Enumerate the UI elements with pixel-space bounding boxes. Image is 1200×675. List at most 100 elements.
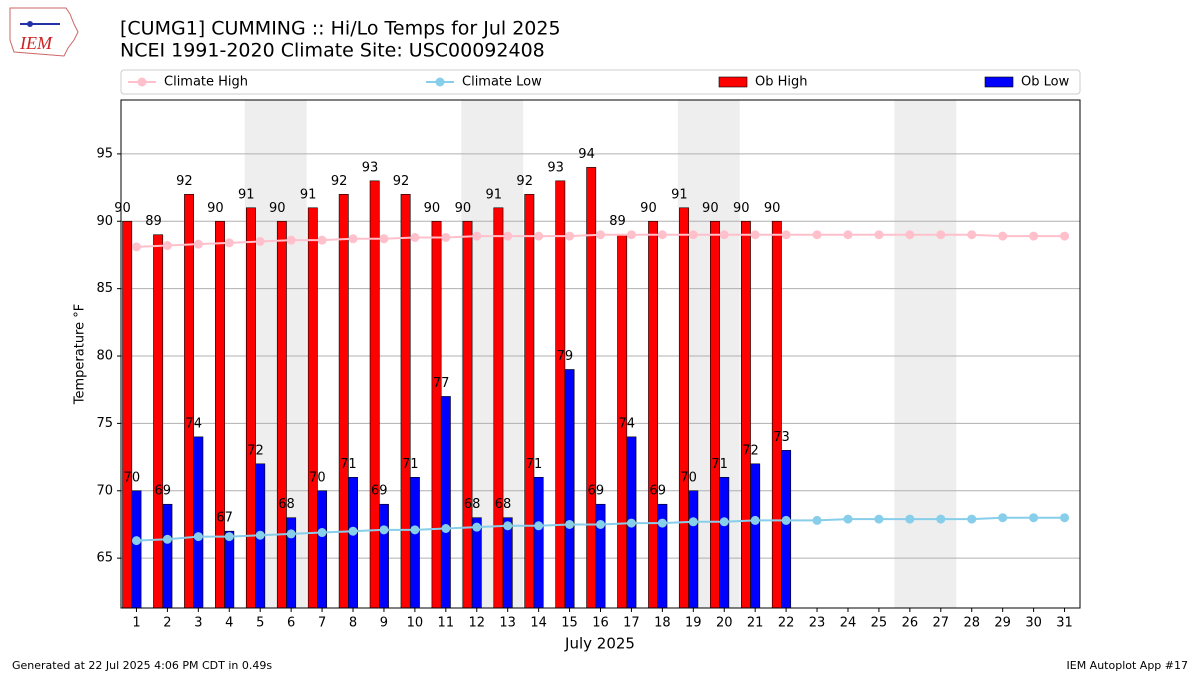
legend-label: Climate Low <box>462 75 542 90</box>
x-tick-label: 21 <box>747 616 764 631</box>
line-marker <box>998 513 1008 523</box>
value-label: 89 <box>145 214 162 229</box>
y-tick-label: 80 <box>96 349 113 364</box>
value-label: 90 <box>455 201 472 216</box>
x-tick-label: 7 <box>318 616 326 631</box>
line-marker <box>967 514 977 524</box>
x-tick-label: 18 <box>654 616 671 631</box>
bar <box>245 207 256 609</box>
y-tick-label: 95 <box>96 146 113 161</box>
x-tick-label: 30 <box>1025 616 1042 631</box>
bar <box>524 194 535 609</box>
logo-dot <box>27 21 33 27</box>
line-marker <box>781 230 791 240</box>
line-marker <box>379 525 389 535</box>
line-marker <box>843 514 853 524</box>
line-marker <box>998 231 1008 241</box>
x-tick-label: 3 <box>194 616 202 631</box>
x-tick-label: 23 <box>809 616 826 631</box>
x-tick-label: 26 <box>902 616 919 631</box>
value-label: 68 <box>495 497 512 512</box>
bar <box>555 180 566 609</box>
line-marker <box>410 525 420 535</box>
y-tick-label: 90 <box>96 214 113 229</box>
value-label: 71 <box>526 457 543 472</box>
value-label: 92 <box>176 174 193 189</box>
value-label: 70 <box>309 470 326 485</box>
x-tick-label: 6 <box>287 616 295 631</box>
value-label: 90 <box>702 201 719 216</box>
bar <box>193 436 204 609</box>
value-label: 91 <box>485 187 502 202</box>
value-label: 94 <box>578 147 595 162</box>
value-label: 92 <box>516 174 533 189</box>
bar <box>400 194 411 609</box>
line-marker <box>503 521 513 531</box>
line-marker <box>688 517 698 527</box>
bar <box>719 476 730 609</box>
x-tick-label: 12 <box>468 616 485 631</box>
x-tick-label: 28 <box>963 616 980 631</box>
line-marker <box>131 536 141 546</box>
x-axis-label: July 2025 <box>564 635 635 653</box>
x-tick-label: 29 <box>994 616 1011 631</box>
legend-swatch <box>984 76 1014 88</box>
x-tick-label: 14 <box>530 616 547 631</box>
line-marker <box>719 230 729 240</box>
line-marker <box>162 241 172 251</box>
line-marker <box>1060 231 1070 241</box>
bar <box>595 503 606 609</box>
line-marker <box>626 230 636 240</box>
line-marker <box>596 230 605 240</box>
legend-label: Climate High <box>164 75 248 90</box>
value-label: 90 <box>269 201 286 216</box>
value-label: 69 <box>588 484 605 499</box>
x-tick-label: 25 <box>871 616 888 631</box>
value-label: 90 <box>424 201 441 216</box>
line-marker <box>781 515 791 525</box>
line-marker <box>503 231 513 241</box>
legend-swatch <box>718 76 748 88</box>
line-marker <box>657 518 667 528</box>
value-label: 67 <box>216 511 233 526</box>
bar <box>409 476 420 609</box>
line-marker <box>286 529 296 539</box>
line-marker <box>596 519 605 529</box>
x-tick-label: 22 <box>778 616 795 631</box>
line-marker <box>255 236 265 246</box>
line-marker <box>162 534 172 544</box>
bar <box>564 369 575 609</box>
line-marker <box>626 518 636 528</box>
line-marker <box>348 526 358 536</box>
value-label: 74 <box>619 416 636 431</box>
y-tick-label: 70 <box>96 483 113 498</box>
x-tick-label: 4 <box>225 616 233 631</box>
chart-subtitle: NCEI 1991-2020 Climate Site: USC00092408 <box>120 40 545 62</box>
line-marker <box>936 514 946 524</box>
x-tick-label: 17 <box>623 616 640 631</box>
line-marker <box>936 230 946 240</box>
x-tick-label: 15 <box>561 616 578 631</box>
line-marker <box>472 522 482 532</box>
value-label: 74 <box>185 416 202 431</box>
x-tick-label: 31 <box>1056 616 1073 631</box>
x-tick-label: 20 <box>716 616 733 631</box>
y-tick-label: 85 <box>96 281 113 296</box>
line-marker <box>905 514 915 524</box>
plot-frame <box>120 99 1081 609</box>
line-marker <box>874 230 884 240</box>
y-tick-label: 65 <box>96 551 113 566</box>
line-marker <box>843 230 853 240</box>
y-tick-label: 75 <box>96 416 113 431</box>
legend-marker <box>435 77 445 87</box>
value-label: 90 <box>640 201 657 216</box>
bar <box>533 476 544 609</box>
value-label: 73 <box>773 430 790 445</box>
x-tick-label: 5 <box>256 616 264 631</box>
bar <box>215 220 225 609</box>
chart-title: [CUMG1] CUMMING :: Hi/Lo Temps for Jul 2… <box>120 18 561 40</box>
value-label: 69 <box>649 484 666 499</box>
x-tick-label: 1 <box>132 616 140 631</box>
value-label: 69 <box>154 484 171 499</box>
